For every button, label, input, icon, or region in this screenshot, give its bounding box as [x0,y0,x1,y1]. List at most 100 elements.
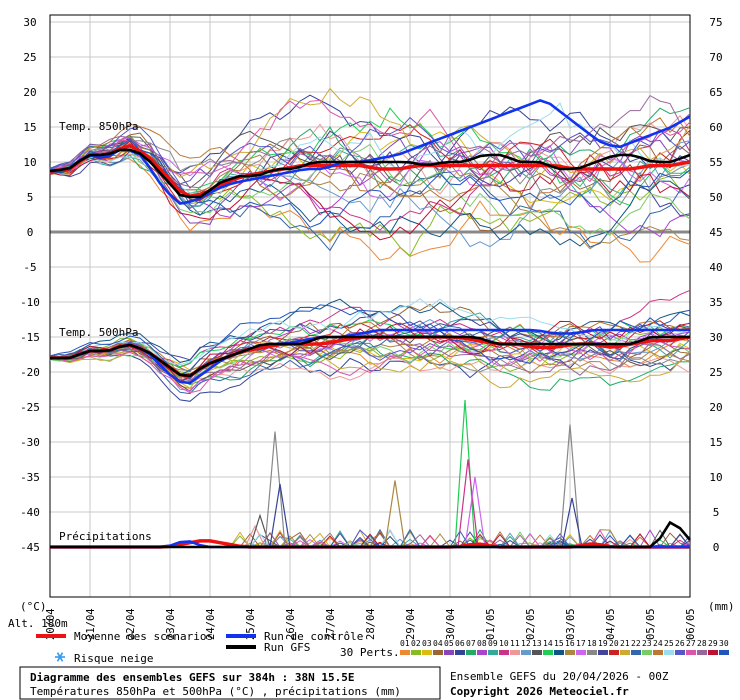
member-legend-swatch [664,650,674,655]
member-legend-swatch [620,650,630,655]
member-24-t850-line [49,117,691,210]
date-tick-label: 20/04 [45,608,57,640]
member-legend-swatch [532,650,542,655]
series-2-t850-line [49,148,691,199]
date-tick-label: 23/04 [165,608,177,640]
right-tick-label: 70 [709,51,722,64]
date-tick-label: 24/04 [205,608,217,640]
member-legend-swatch [565,650,575,655]
member-legend-id: 01 [400,639,410,648]
member-legend-swatch [510,650,520,655]
left-tick-label: -15 [20,331,40,344]
left-tick-label: 10 [23,156,36,169]
right-tick-label: 50 [709,191,722,204]
member-legend-swatch [488,650,498,655]
footer-subtitle: Températures 850hPa et 500hPa (°C) , pré… [30,685,401,698]
member-legend-swatch [653,650,663,655]
member-25-t500-line [49,298,691,366]
member-legend-swatch [422,650,432,655]
member-legend-swatch [576,650,586,655]
member-legend-swatch [411,650,421,655]
right-tick-label: 20 [709,401,722,414]
member-legend-swatch [675,650,685,655]
right-tick-label: 5 [713,506,720,519]
left-tick-label: 0 [27,226,34,239]
x-axis-date-labels: 20/04 21/04 22/04 23/04 24/04 25/04 26/04 27/04… [45,608,697,640]
member-legend-id: 30 [719,639,729,648]
date-tick-label: 05/05 [645,608,657,640]
footer-frame [19,666,441,700]
right-tick-label: 40 [709,261,722,274]
date-tick-label: 29/04 [405,608,417,640]
member-legend-id: 04 [433,639,443,648]
member-legend-swatch [400,650,410,655]
left-tick-label: -10 [20,296,40,309]
left-tick-label: 30 [23,16,36,29]
member-legend-swatch [697,650,707,655]
precip-spike [384,480,406,548]
legend-mean-label: Moyenne des scénarios [74,630,213,643]
series-2-precip-line [50,520,691,549]
member-legend-id: 07 [466,639,476,648]
right-tick-label: 0 [713,541,720,554]
date-tick-label: 21/04 [85,608,97,640]
member-16-t850-line [49,142,691,250]
legend-control-label: Run de contrôle [264,630,363,643]
member-legend-id: 16 [565,639,575,648]
member-legend-id: 11 [510,639,520,648]
left-tick-label: -20 [20,366,40,379]
altitude-label: Alt. 180m [8,617,68,630]
left-tick-label: -30 [20,436,40,449]
precip-spike [269,483,291,548]
member-legend-id: 09 [488,639,498,648]
precip-spike [249,513,271,548]
member-legend-swatch [642,650,652,655]
member-19-t500-line [49,310,691,361]
date-tick-label: 01/05 [485,608,497,640]
right-tick-label: 45 [709,226,722,239]
member-legend-id: 10 [499,639,509,648]
member-legend-id: 12 [521,639,531,648]
left-tick-label: 5 [27,191,34,204]
precip-spike [264,431,286,548]
member-legend-id: 14 [543,639,553,648]
series-1-t500-line [50,328,690,385]
member-legend-id: 29 [708,639,718,648]
right-tick-label: 75 [709,16,722,29]
member-legend-id: 19 [598,639,608,648]
footer-box: Diagramme des ensembles GEFS sur 384h : … [19,666,441,700]
left-axis-ticks: 30 25 20 15 10 5 0 -5 -10 -15 -20 -25 -30 -35 -40 -45 [20,16,40,554]
member-legend-id: 26 [675,639,685,648]
member-legend-swatch [686,650,696,655]
member-legend-swatch [455,650,465,655]
right-tick-label: 10 [709,471,722,484]
right-tick-label: 55 [709,156,722,169]
left-axis-unit: (°C) [20,600,47,613]
member-legend-swatch [444,650,454,655]
right-axis-unit: (mm) [708,600,735,613]
member-legend-swatch [477,650,487,655]
snowflake-icon [55,652,65,662]
member-legend-id: 27 [686,639,696,648]
member-legend-id: 08 [477,639,487,648]
member-26-t850-line [49,116,691,185]
member-legend-id: 24 [653,639,663,648]
precip-spike [244,524,266,548]
member-legend-swatch [708,650,718,655]
copyright: Copyright 2026 Meteociel.fr [450,685,629,698]
member-28-t500-line [49,331,691,381]
precip-spike [464,476,486,548]
left-tick-label: 20 [23,86,36,99]
member-legend-id: 22 [631,639,641,648]
plot-frame [49,14,691,598]
date-tick-label: 22/04 [125,608,137,640]
date-tick-label: 02/05 [525,608,537,640]
member-legend-swatch [543,650,553,655]
left-tick-label: -45 [20,541,40,554]
members-label: 30 Perts. [340,646,400,659]
member-legend-id: 13 [532,639,542,648]
right-tick-label: 35 [709,296,722,309]
member-legend-swatch [554,650,564,655]
